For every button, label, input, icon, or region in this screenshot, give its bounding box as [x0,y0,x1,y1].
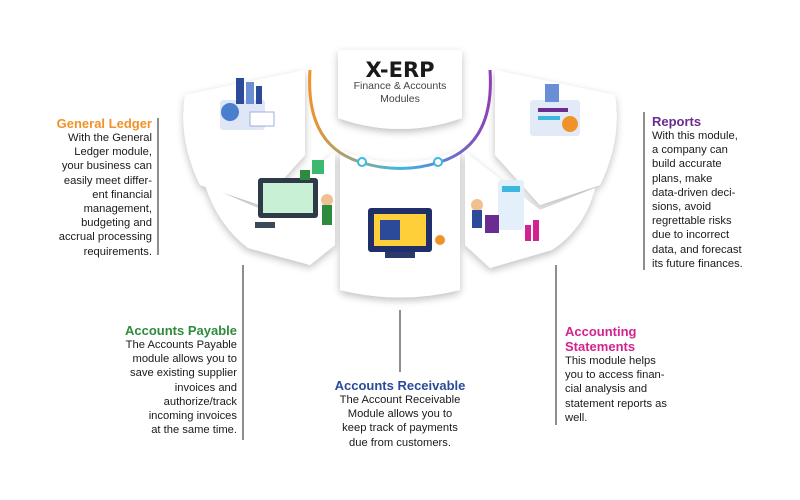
ledger-illustration-icon [220,78,275,130]
reports-text: With this module, a company can build ac… [652,130,743,270]
general-ledger-title: General Ledger [56,116,152,131]
statements-illustration-icon [471,180,539,241]
reports-title: Reports [652,114,702,129]
arc-node-left [357,157,367,167]
timeline-arc [308,69,492,170]
segment-general-ledger [183,70,305,205]
accounting-statements-text: This module helps you to access finan- c… [565,355,667,424]
segment-accounting-statements [465,152,595,268]
arc-node-right [433,157,443,167]
accounting-statements-block: Accounting Statements This module helps … [565,324,705,425]
accounts-payable-text: The Accounts Payable module allows you t… [125,339,237,437]
accounts-receivable-text: The Account Receivable Module allows you… [339,394,461,449]
payable-illustration-icon [255,160,333,228]
timeline-arc-path [308,69,492,170]
accounts-payable-title: Accounts Payable [125,323,237,338]
general-ledger-block: General Ledger With the General Ledger m… [18,116,152,259]
accounts-payable-block: Accounts Payable The Accounts Payable mo… [100,323,237,437]
hub-segment [338,50,462,129]
hub-title: X-ERP [365,58,435,82]
receivable-illustration-icon [368,208,445,258]
reports-block: Reports With this module, a company can … [652,114,792,271]
general-ledger-text: With the General Ledger module, your bus… [58,132,152,258]
hub-subtitle: Finance & Accounts Modules [353,80,447,105]
segment-reports [495,70,617,205]
connector-lines [157,112,645,440]
accounts-receivable-title: Accounts Receivable [334,378,466,393]
accounting-statements-title: Accounting Statements [565,324,637,354]
accounts-receivable-block: Accounts Receivable The Account Receivab… [310,378,490,450]
reports-illustration-icon [530,84,580,136]
